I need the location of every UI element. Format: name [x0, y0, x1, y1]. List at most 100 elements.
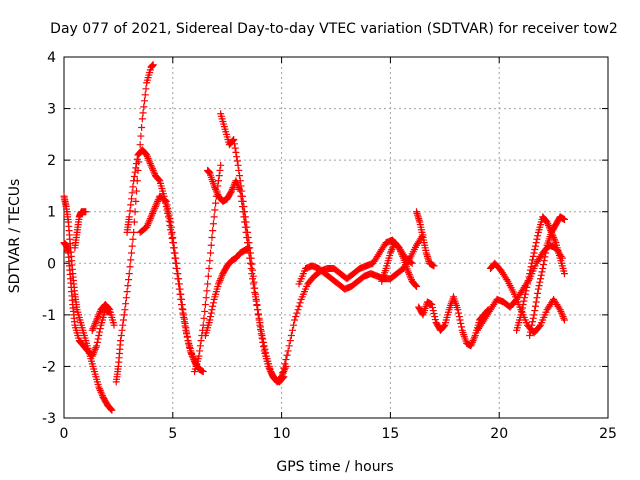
data-point: [140, 103, 148, 111]
data-point: [531, 307, 539, 315]
data-point: [207, 313, 215, 321]
data-point: [200, 314, 208, 322]
data-point: [238, 192, 246, 200]
y-tick-label: -2: [42, 359, 56, 375]
data-point: [468, 338, 476, 346]
x-tick-label: 0: [60, 426, 69, 442]
data-point: [117, 337, 125, 345]
data-point: [203, 287, 211, 295]
data-point: [526, 270, 534, 278]
data-point: [411, 281, 419, 289]
data-point: [181, 319, 189, 327]
data-point: [88, 352, 96, 360]
data-point: [148, 209, 156, 217]
data-point: [267, 369, 275, 377]
data-point: [236, 177, 244, 185]
data-point: [237, 182, 245, 190]
data-point: [215, 172, 223, 180]
data-point: [560, 314, 568, 322]
data-point: [267, 368, 275, 376]
data-point: [404, 267, 412, 275]
data-point: [524, 276, 532, 284]
data-point: [292, 313, 300, 321]
data-point: [243, 223, 251, 231]
chart-title: Day 077 of 2021, Sidereal Day-to-day VTE…: [50, 21, 618, 37]
data-point: [457, 323, 465, 331]
y-tick-label: 0: [47, 256, 56, 272]
data-point: [265, 362, 273, 370]
data-point: [202, 294, 210, 302]
series-track-3: [71, 208, 90, 252]
data-point: [431, 313, 439, 321]
data-point: [533, 235, 541, 243]
data-point: [164, 204, 172, 212]
data-point: [206, 257, 214, 265]
data-point: [136, 141, 144, 149]
data-point: [143, 151, 151, 159]
data-point: [172, 259, 180, 267]
data-point: [529, 318, 537, 326]
data-point: [207, 249, 215, 257]
data-point: [108, 406, 116, 414]
data-point: [120, 311, 128, 319]
data-point: [539, 261, 547, 269]
data-point: [560, 215, 568, 223]
data-point: [128, 189, 136, 197]
data-point: [395, 244, 403, 252]
data-point: [413, 282, 421, 290]
data-point: [138, 123, 146, 131]
data-point: [90, 321, 98, 329]
data-point: [127, 256, 135, 264]
series-track-15: [413, 208, 438, 270]
data-point: [388, 246, 396, 254]
data-point: [244, 234, 252, 241]
x-tick-label: 25: [599, 426, 617, 442]
data-point: [167, 223, 175, 231]
data-point: [398, 251, 406, 259]
data-point: [431, 316, 439, 324]
data-point: [95, 383, 103, 391]
series-track-16: [415, 293, 492, 350]
data-point: [82, 208, 90, 216]
data-point: [249, 280, 257, 288]
data-point: [454, 306, 462, 314]
data-point: [247, 254, 255, 262]
data-point: [286, 337, 294, 345]
data-point: [406, 272, 414, 280]
data-point: [122, 294, 130, 302]
data-point: [169, 234, 177, 241]
series-track-1: [60, 192, 116, 414]
data-point: [197, 337, 205, 345]
data-point: [534, 289, 542, 297]
data-point: [521, 294, 529, 302]
data-point: [177, 290, 185, 298]
data-point: [397, 249, 405, 257]
data-point: [293, 309, 301, 317]
data-point: [126, 263, 134, 271]
y-tick-label: 2: [47, 153, 56, 169]
y-tick-label: 1: [47, 205, 56, 221]
data-point: [230, 140, 238, 148]
data-point: [548, 230, 556, 238]
data-point: [540, 257, 548, 265]
series-track-4: [88, 301, 118, 334]
data-point: [214, 280, 222, 288]
data-point: [455, 313, 463, 321]
data-point: [106, 405, 114, 413]
data-point: [146, 216, 154, 224]
data-point: [93, 314, 101, 322]
data-point: [93, 316, 101, 324]
data-point: [166, 221, 174, 229]
data-point: [526, 266, 534, 274]
data-point: [455, 309, 463, 317]
data-point: [97, 388, 105, 396]
data-point: [526, 331, 534, 339]
data-point: [148, 211, 156, 219]
data-point: [92, 344, 100, 352]
data-point: [212, 199, 220, 207]
data-point: [228, 187, 236, 195]
data-point: [405, 269, 413, 277]
data-point: [236, 172, 244, 180]
data-point: [518, 307, 526, 315]
data-point: [209, 220, 217, 228]
